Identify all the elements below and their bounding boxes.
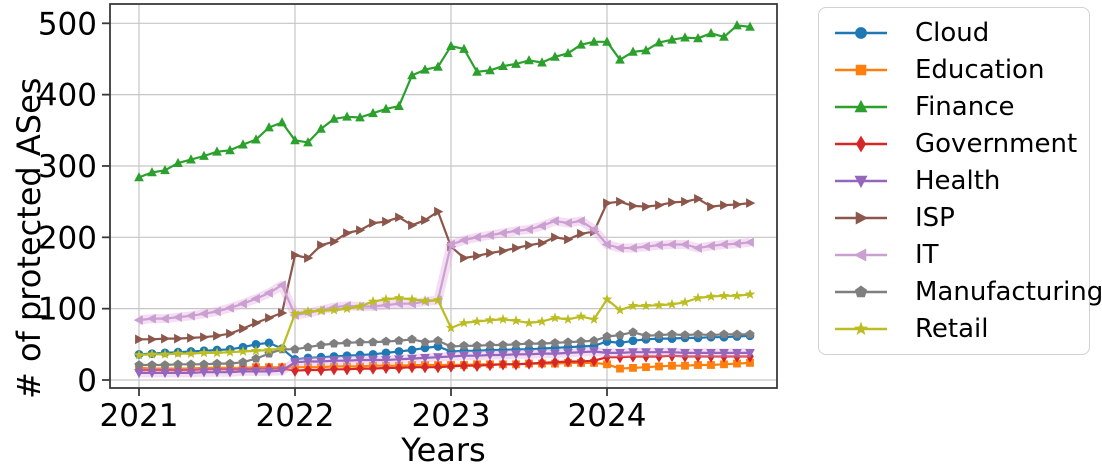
- svg-text:2022: 2022: [256, 398, 335, 434]
- legend-item-manufacturing: Manufacturing: [833, 273, 1102, 310]
- legend-item-government: Government: [833, 125, 1089, 162]
- legend-label: Cloud: [915, 17, 990, 48]
- svg-text:400: 400: [38, 78, 97, 114]
- education-line-marker-icon: [835, 64, 887, 75]
- legend-label: Finance: [915, 91, 1015, 122]
- legend-label: IT: [915, 239, 939, 270]
- isp-line-marker-icon: [835, 210, 887, 225]
- legend-label: Retail: [915, 313, 989, 344]
- svg-text:200: 200: [38, 220, 97, 256]
- legend-label: Education: [915, 54, 1045, 85]
- tick-labels: 2021 2022 2023 2024 0 100 200 300 400 500: [38, 6, 647, 434]
- legend-label: Health: [915, 165, 1001, 196]
- series-health: [134, 347, 755, 379]
- svg-text:2024: 2024: [568, 398, 647, 434]
- legend-item-isp: ISP: [833, 199, 1089, 236]
- series-retail: [133, 288, 756, 360]
- axes-spines: [109, 3, 778, 389]
- x-axis-label: Years: [401, 431, 486, 469]
- series-manufacturing: [134, 327, 755, 369]
- legend-item-retail: Retail: [833, 310, 1089, 347]
- svg-text:100: 100: [38, 292, 97, 328]
- manufacturing-line-marker-icon: [835, 284, 887, 297]
- legend-item-education: Education: [833, 51, 1089, 88]
- series-finance: [134, 20, 755, 182]
- legend-item-it: IT: [833, 236, 1089, 273]
- government-line-marker-icon: [835, 135, 887, 152]
- y-axis-label: # of protected ASes: [10, 77, 48, 399]
- legend-label: Manufacturing: [915, 276, 1102, 307]
- svg-text:300: 300: [38, 149, 97, 185]
- legend-item-health: Health: [833, 162, 1089, 199]
- axis-ticks: [102, 22, 608, 396]
- cloud-line-marker-icon: [835, 26, 887, 39]
- retail-line-marker-icon: [835, 321, 887, 335]
- it-line-marker-icon: [835, 247, 887, 262]
- svg-text:500: 500: [38, 6, 97, 42]
- legend-label: Government: [915, 128, 1078, 159]
- gridlines: [110, 4, 777, 388]
- svg-text:2023: 2023: [412, 398, 491, 434]
- legend-item-cloud: Cloud: [833, 14, 1089, 51]
- finance-line-marker-icon: [835, 99, 887, 112]
- legend-item-finance: Finance: [833, 88, 1089, 125]
- legend-label: ISP: [915, 202, 955, 233]
- svg-text:2021: 2021: [100, 398, 179, 434]
- legend: Cloud Education Finance Government Healt…: [818, 7, 1102, 355]
- health-line-marker-icon: [835, 175, 887, 188]
- svg-text:0: 0: [77, 363, 97, 399]
